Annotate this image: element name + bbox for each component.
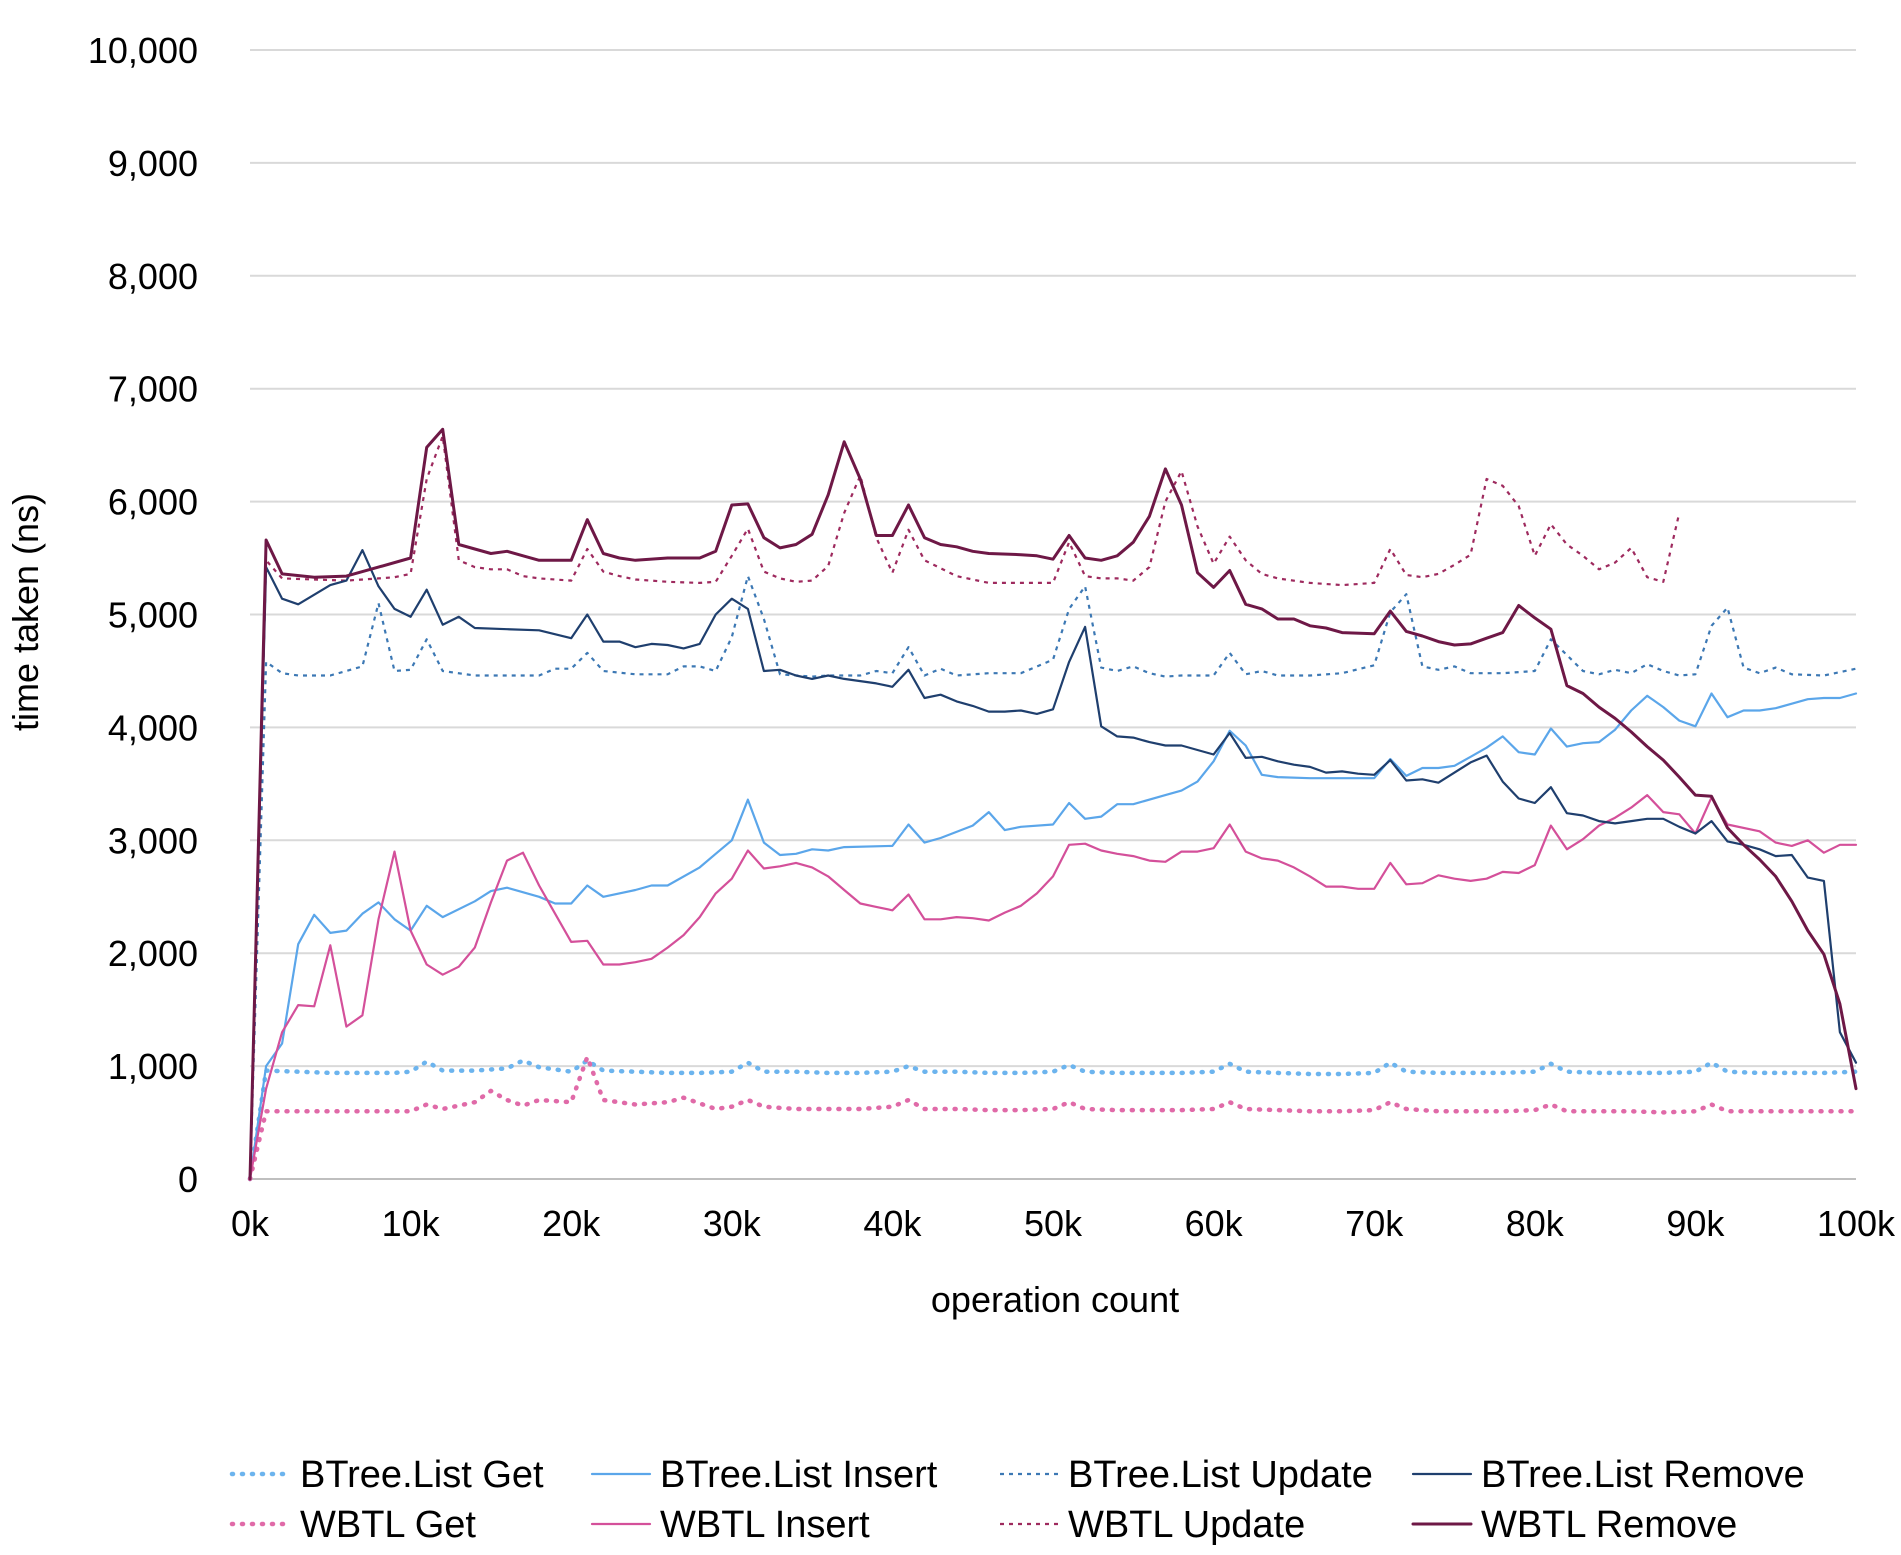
series-line-4 xyxy=(248,575,1857,1180)
y-tick-label: 1,000 xyxy=(108,1046,198,1087)
y-tick-label: 8,000 xyxy=(108,256,198,297)
x-tick-label: 20k xyxy=(542,1203,601,1244)
x-tick-label: 80k xyxy=(1506,1203,1565,1244)
x-tick-label: 50k xyxy=(1024,1203,1083,1244)
y-tick-label: 3,000 xyxy=(108,820,198,861)
x-tick-label: 30k xyxy=(703,1203,762,1244)
x-axis-title: operation count xyxy=(931,1279,1179,1320)
series-line-6 xyxy=(248,549,1858,1181)
y-axis-title: time taken (ns) xyxy=(5,493,46,731)
y-tick-label: 0 xyxy=(178,1159,198,1200)
y-tick-label: 6,000 xyxy=(108,482,198,523)
y-axis-ticks: 0 1,000 2,000 3,000 4,000 5,000 6,000 7,000 8,00… xyxy=(88,30,198,1200)
legend-label: WBTL Get xyxy=(300,1504,476,1546)
x-tick-label: 100k xyxy=(1817,1203,1896,1244)
legend: BTree.List Get BTree.List Insert BTree.Lis… xyxy=(229,1454,1805,1546)
series-line-3 xyxy=(248,794,1858,1181)
legend-label: WBTL Insert xyxy=(660,1504,870,1546)
y-tick-label: 5,000 xyxy=(108,595,198,636)
x-tick-label: 40k xyxy=(863,1203,922,1244)
series-lines xyxy=(247,427,1859,1182)
series-line-7 xyxy=(248,427,1858,1181)
y-tick-label: 10,000 xyxy=(88,30,198,71)
x-tick-label: 90k xyxy=(1666,1203,1725,1244)
series-line-2 xyxy=(248,692,1858,1181)
legend-label: WBTL Update xyxy=(1068,1504,1305,1546)
y-tick-label: 4,000 xyxy=(108,707,198,748)
series-line-1 xyxy=(247,1054,1859,1182)
x-tick-label: 10k xyxy=(382,1203,441,1244)
y-tick-label: 9,000 xyxy=(108,143,198,184)
series-line-5 xyxy=(248,435,1681,1180)
x-tick-label: 70k xyxy=(1345,1203,1404,1244)
x-tick-label: 0k xyxy=(231,1203,270,1244)
x-tick-label: 60k xyxy=(1185,1203,1244,1244)
legend-label: BTree.List Update xyxy=(1068,1454,1373,1496)
x-axis-ticks: 0k 10k 20k 30k 40k 50k 60k 70k 80k 90k 100k xyxy=(231,1203,1896,1244)
y-tick-label: 2,000 xyxy=(108,933,198,974)
legend-label: BTree.List Remove xyxy=(1481,1454,1805,1496)
legend-label: BTree.List Get xyxy=(300,1454,544,1496)
gridlines xyxy=(250,49,1856,1180)
legend-label: WBTL Remove xyxy=(1481,1504,1737,1546)
series-line-0 xyxy=(247,1058,1859,1182)
legend-label: BTree.List Insert xyxy=(660,1454,938,1496)
y-tick-label: 7,000 xyxy=(108,369,198,410)
